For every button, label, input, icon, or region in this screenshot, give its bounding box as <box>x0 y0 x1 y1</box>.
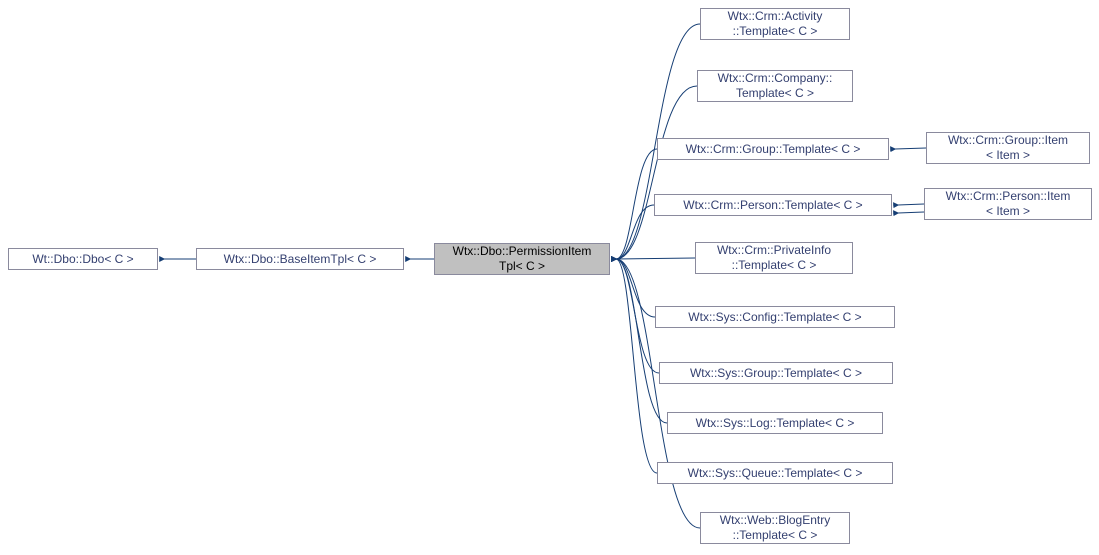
edge-groupitem-group <box>895 148 926 149</box>
node-sysgroup: Wtx::Sys::Group::Template< C > <box>659 362 893 384</box>
node-wt_dbo: Wt::Dbo::Dbo< C > <box>8 248 158 270</box>
edge-blog-perm <box>616 259 700 528</box>
node-company: Wtx::Crm::Company:: Template< C > <box>697 70 853 102</box>
node-groupitem: Wtx::Crm::Group::Item < Item > <box>926 132 1090 164</box>
node-perm: Wtx::Dbo::PermissionItem Tpl< C > <box>434 243 610 275</box>
edge-person-perm <box>616 205 654 259</box>
node-syslog: Wtx::Sys::Log::Template< C > <box>667 412 883 434</box>
edge-private-perm <box>616 258 695 259</box>
edge-personitem-person <box>898 212 924 213</box>
edge-syslog-perm <box>616 259 667 423</box>
node-blog: Wtx::Web::BlogEntry ::Template< C > <box>700 512 850 544</box>
edge-sysgroup-perm <box>616 259 659 373</box>
node-private: Wtx::Crm::PrivateInfo ::Template< C > <box>695 242 853 274</box>
edge-personitem-person <box>898 204 924 205</box>
node-sysqueue: Wtx::Sys::Queue::Template< C > <box>657 462 893 484</box>
node-sysconfig: Wtx::Sys::Config::Template< C > <box>655 306 895 328</box>
node-personitem: Wtx::Crm::Person::Item < Item > <box>924 188 1092 220</box>
edge-group-perm <box>616 149 657 259</box>
node-person: Wtx::Crm::Person::Template< C > <box>654 194 892 216</box>
node-group: Wtx::Crm::Group::Template< C > <box>657 138 889 160</box>
node-activity: Wtx::Crm::Activity ::Template< C > <box>700 8 850 40</box>
node-baseitem: Wtx::Dbo::BaseItemTpl< C > <box>196 248 404 270</box>
